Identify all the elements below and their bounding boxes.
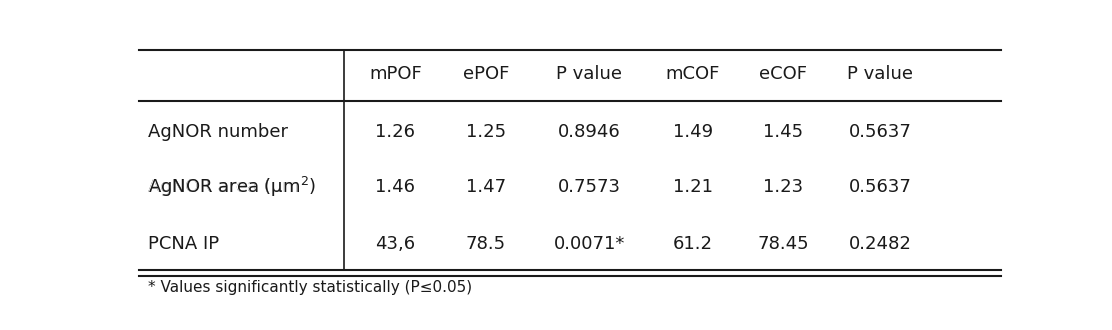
Text: 43,6: 43,6 <box>376 235 416 253</box>
Text: 0.7573: 0.7573 <box>558 178 620 196</box>
Text: AgNOR number: AgNOR number <box>148 123 288 141</box>
Text: ePOF: ePOF <box>463 65 509 83</box>
Text: 1.46: 1.46 <box>376 178 416 196</box>
Text: 0.0071*: 0.0071* <box>554 235 625 253</box>
Text: 1.26: 1.26 <box>376 123 416 141</box>
Text: AgNOR area (μm  ): AgNOR area (μm ) <box>148 178 318 196</box>
Text: 0.5637: 0.5637 <box>848 123 912 141</box>
Text: mCOF: mCOF <box>665 65 719 83</box>
Text: 0.8946: 0.8946 <box>558 123 620 141</box>
Text: 1.21: 1.21 <box>673 178 713 196</box>
Text: 78.45: 78.45 <box>757 235 810 253</box>
Text: 1.47: 1.47 <box>466 178 506 196</box>
Text: 78.5: 78.5 <box>466 235 506 253</box>
Text: mPOF: mPOF <box>369 65 421 83</box>
Text: 1.45: 1.45 <box>763 123 803 141</box>
Text: 61.2: 61.2 <box>673 235 713 253</box>
Text: eCOF: eCOF <box>759 65 807 83</box>
Text: AgNOR area (μm$^2$): AgNOR area (μm$^2$) <box>148 175 316 199</box>
Text: 1.23: 1.23 <box>763 178 803 196</box>
Text: 1.49: 1.49 <box>673 123 713 141</box>
Text: PCNA IP: PCNA IP <box>148 235 219 253</box>
Text: 0.5637: 0.5637 <box>848 178 912 196</box>
Text: AgNOR area (μm: AgNOR area (μm <box>148 178 299 196</box>
Text: 1.25: 1.25 <box>466 123 506 141</box>
Text: * Values significantly statistically (P≤0.05): * Values significantly statistically (P≤… <box>148 280 471 295</box>
Text: P value: P value <box>847 65 913 83</box>
Text: P value: P value <box>556 65 623 83</box>
Text: 0.2482: 0.2482 <box>848 235 912 253</box>
